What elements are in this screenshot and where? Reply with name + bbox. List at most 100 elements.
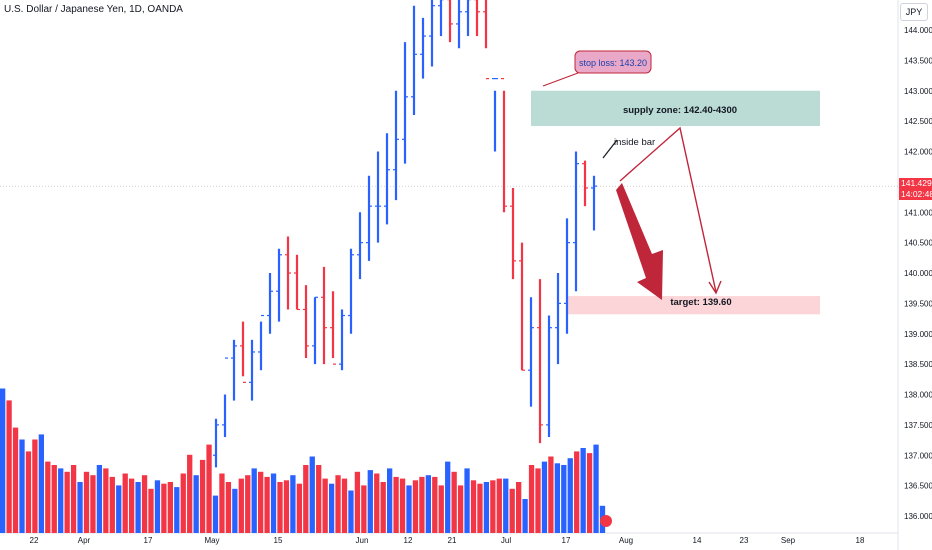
stop-loss-label: stop loss: 143.20 <box>579 58 647 68</box>
volume-bar <box>574 451 580 533</box>
volume-bar <box>586 453 593 533</box>
stop-loss-pointer <box>542 72 579 87</box>
volume-bar <box>219 473 225 533</box>
volume-bar <box>554 463 560 533</box>
volume-bar <box>148 488 154 533</box>
x-tick-label: May <box>204 536 219 545</box>
volume-bar <box>32 439 38 533</box>
volume-bar <box>109 476 115 533</box>
y-tick-label: 139.500 <box>904 299 932 308</box>
y-tick-label: 136.000 <box>904 512 932 521</box>
volume-bar <box>580 448 586 533</box>
volume-bar <box>328 483 335 533</box>
y-tick-label: 138.000 <box>904 391 932 400</box>
volume-bar <box>541 461 548 533</box>
volume-bar <box>470 480 477 533</box>
volume-bar <box>393 476 399 533</box>
volume-bar <box>503 478 509 533</box>
volume-bar <box>451 471 457 533</box>
x-tick-label: 17 <box>562 536 571 545</box>
y-tick-label: 140.500 <box>904 239 932 248</box>
y-tick-label: 143.500 <box>904 56 932 65</box>
volume-bar <box>245 475 251 533</box>
y-tick-label: 142.000 <box>904 148 932 157</box>
volume-bar <box>161 483 167 533</box>
volume-bar <box>309 456 315 533</box>
y-tick-label: 138.500 <box>904 360 932 369</box>
volume-bar <box>367 470 373 533</box>
volume-bar <box>38 434 44 533</box>
volume-bar <box>45 461 51 533</box>
currency-unit-label[interactable]: JPY <box>900 3 928 21</box>
target-label: target: 139.60 <box>670 297 731 308</box>
y-tick-label: 137.000 <box>904 451 932 460</box>
x-tick-label: 21 <box>448 536 457 545</box>
volume-bar <box>406 485 412 533</box>
volume-bar <box>528 465 535 533</box>
volume-bar <box>238 478 244 533</box>
volume-bar <box>232 488 238 533</box>
volume-bar <box>335 475 341 533</box>
volume-bar <box>0 388 6 533</box>
volume-bar <box>180 473 186 533</box>
volume-bar <box>167 482 173 533</box>
volume-bar <box>116 485 122 533</box>
inside-bar-pointer <box>602 139 618 159</box>
volume-bar <box>496 478 502 533</box>
target-arrow-icon <box>616 183 663 300</box>
projection-path <box>619 126 717 293</box>
volume-bar <box>567 458 573 533</box>
volume-bar <box>283 480 290 533</box>
volume-bar <box>490 480 496 533</box>
volume-bar <box>264 476 270 533</box>
current-price-value: 141.429 <box>901 178 932 188</box>
inside-bar-label: inside bar <box>614 137 655 148</box>
x-tick-label: 15 <box>274 536 283 545</box>
volume-bar <box>77 482 83 533</box>
volume-bar <box>548 456 554 533</box>
y-tick-label: 137.500 <box>904 421 932 430</box>
volume-bar <box>174 487 180 533</box>
volume-bar <box>129 478 135 533</box>
volume-bar <box>303 465 309 533</box>
volume-bar <box>432 476 438 533</box>
y-tick-label: 140.000 <box>904 269 932 278</box>
volume-bar <box>212 495 219 533</box>
volume-bar <box>399 478 406 533</box>
supply-zone-box <box>531 90 820 126</box>
x-tick-label: 17 <box>144 536 153 545</box>
volume-bar <box>593 444 599 533</box>
volume-bar <box>199 459 206 533</box>
current-price-tag: 141.429 14:02:48 <box>899 178 932 200</box>
x-tick-label: 18 <box>856 536 865 545</box>
y-tick-label: 136.500 <box>904 482 932 491</box>
volume-bar <box>457 485 464 533</box>
x-tick-label: Sep <box>781 536 796 545</box>
volume-bar <box>83 471 90 533</box>
y-tick-label: 139.000 <box>904 330 932 339</box>
projection-arrowhead <box>708 280 722 295</box>
y-tick-label: 143.000 <box>904 87 932 96</box>
volume-bar <box>58 468 64 533</box>
volume-bar <box>374 473 380 533</box>
x-tick-label: 22 <box>30 536 39 545</box>
volume-bar <box>296 483 302 533</box>
volume-bar <box>509 488 515 533</box>
volume-bar <box>206 444 212 533</box>
volume-bar <box>380 482 386 533</box>
volume-bar <box>64 471 70 533</box>
y-tick-label: 142.500 <box>904 117 932 126</box>
volume-bar <box>103 468 109 533</box>
volume-bar <box>438 485 444 533</box>
volume-bar <box>464 468 470 533</box>
x-tick-label: Aug <box>619 536 633 545</box>
volume-bar <box>445 461 451 533</box>
volume-bar <box>425 475 431 533</box>
volume-bar <box>354 471 361 533</box>
volume-bar <box>225 482 232 533</box>
x-tick-label: Jul <box>501 536 511 545</box>
volume-bar <box>70 465 77 533</box>
volume-bar <box>522 499 528 533</box>
x-tick-label: Jun <box>356 536 369 545</box>
